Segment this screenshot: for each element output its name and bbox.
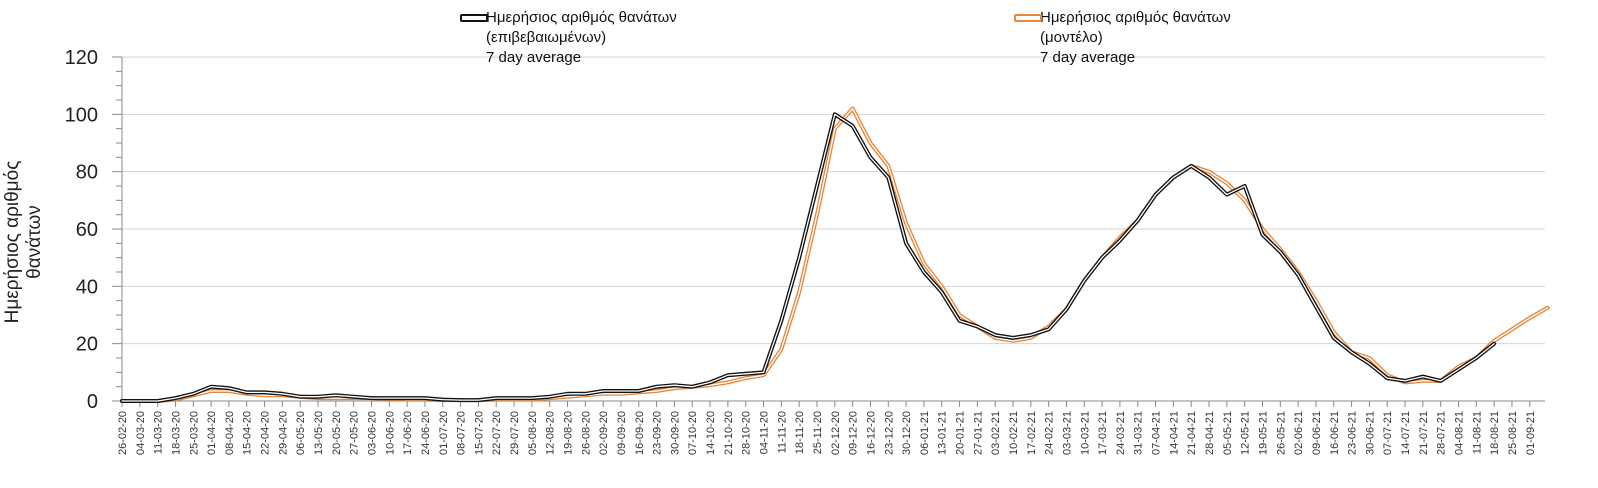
x-tick-label: 12-05-21 <box>1240 411 1252 455</box>
x-tick-label: 30-12-20 <box>901 411 913 455</box>
y-axis-label: Ημερήσιος αριθμός θανάτων <box>2 160 45 324</box>
x-tick-label: 14-04-21 <box>1168 411 1180 455</box>
x-tick-label: 03-06-20 <box>366 411 378 455</box>
x-tick-label: 17-06-20 <box>402 411 414 455</box>
series-line-core-confirmed <box>121 113 1495 402</box>
x-tick-label: 30-06-21 <box>1364 411 1376 455</box>
y-tick-label: 60 <box>76 219 98 241</box>
x-tick-label: 06-01-21 <box>919 411 931 455</box>
legend-swatch-model <box>1014 14 1042 22</box>
x-tick-label: 20-05-20 <box>331 411 343 455</box>
x-tick-label: 01-09-21 <box>1525 411 1537 455</box>
x-tick-label: 11-03-20 <box>153 411 165 454</box>
x-tick-label: 24-03-21 <box>1115 411 1127 455</box>
x-tick-label: 02-12-20 <box>830 411 842 455</box>
series-line-model <box>120 106 1550 403</box>
x-tick-label: 09-09-20 <box>616 411 628 455</box>
x-tick-label: 10-02-21 <box>1008 411 1020 455</box>
x-tick-label: 02-09-20 <box>598 411 610 455</box>
x-tick-label: 13-01-21 <box>937 411 949 455</box>
x-tick-label: 31-03-21 <box>1133 411 1145 455</box>
x-tick-label: 17-02-21 <box>1026 411 1038 455</box>
x-tick-label: 29-04-20 <box>277 411 289 455</box>
x-tick-label: 04-03-20 <box>135 411 147 455</box>
x-tick-label: 01-04-20 <box>206 411 218 455</box>
x-tick-label: 28-07-21 <box>1436 411 1448 455</box>
y-tick-label: 120 <box>65 47 98 69</box>
x-tick-label: 27-01-21 <box>972 411 984 455</box>
x-tick-label: 05-08-20 <box>527 411 539 455</box>
legend-item-model: Ημερήσιος αριθμός θανάτων (μοντέλο) 7 da… <box>1014 8 1231 68</box>
x-tick-label: 06-05-20 <box>295 411 307 455</box>
x-tick-label: 22-07-20 <box>491 411 503 455</box>
x-tick-label: 19-05-21 <box>1257 411 1269 455</box>
x-tick-label: 26-08-20 <box>580 411 592 455</box>
x-tick-label: 03-03-21 <box>1061 411 1073 455</box>
x-tick-label: 09-06-21 <box>1311 411 1323 455</box>
x-tick-label: 23-12-20 <box>883 411 895 455</box>
x-tick-label: 21-07-21 <box>1418 411 1430 455</box>
x-tick-label: 18-11-20 <box>794 411 806 454</box>
y-tick-label: 40 <box>76 276 98 298</box>
x-tick-label: 24-06-20 <box>420 411 432 455</box>
x-tick-label: 16-12-20 <box>865 411 877 455</box>
x-tick-label: 14-10-20 <box>705 411 717 455</box>
x-tick-label: 25-08-21 <box>1507 411 1519 455</box>
x-tick-label: 08-04-20 <box>224 411 236 455</box>
y-tick-label: 80 <box>76 162 98 184</box>
y-tick-label: 0 <box>87 391 98 413</box>
x-tick-label: 26-02-20 <box>117 411 129 455</box>
x-tick-label: 20-01-21 <box>955 411 967 455</box>
x-tick-label: 23-06-21 <box>1347 411 1359 455</box>
x-tick-label: 26-05-21 <box>1275 411 1287 455</box>
series-line-core-model <box>121 107 1549 402</box>
x-tick-label: 16-06-21 <box>1329 411 1341 455</box>
x-tick-label: 23-09-20 <box>652 411 664 455</box>
x-tick-label: 29-07-20 <box>509 411 521 455</box>
x-tick-label: 16-09-20 <box>634 411 646 455</box>
x-tick-label: 25-03-20 <box>188 411 200 455</box>
x-tick-label: 28-04-21 <box>1204 411 1216 455</box>
x-tick-label: 11-11-20 <box>776 411 788 453</box>
x-tick-label: 13-05-20 <box>313 411 325 455</box>
x-tick-label: 28-10-20 <box>741 411 753 455</box>
x-tick-label: 03-02-21 <box>990 411 1002 455</box>
x-tick-label: 04-11-20 <box>759 411 771 454</box>
x-tick-label: 05-05-21 <box>1222 411 1234 455</box>
x-tick-label: 01-07-20 <box>438 411 450 455</box>
x-tick-label: 12-08-20 <box>545 411 557 455</box>
legend-swatch-confirmed <box>460 14 488 22</box>
legend-item-confirmed: Ημερήσιος αριθμός θανάτων (επιβεβαιωμένω… <box>460 8 677 68</box>
x-tick-label: 18-08-21 <box>1489 411 1501 455</box>
x-tick-label: 10-03-21 <box>1079 411 1091 455</box>
x-tick-label: 17-03-21 <box>1097 411 1109 455</box>
x-tick-label: 21-10-20 <box>723 411 735 455</box>
x-tick-label: 07-04-21 <box>1151 411 1163 455</box>
x-tick-label: 19-08-20 <box>563 411 575 455</box>
y-tick-label: 100 <box>65 104 98 126</box>
x-tick-label: 14-07-21 <box>1400 411 1412 455</box>
x-tick-label: 27-05-20 <box>349 411 361 455</box>
x-tick-label: 24-02-21 <box>1044 411 1056 455</box>
x-tick-label: 07-07-21 <box>1382 411 1394 455</box>
x-tick-label: 08-07-20 <box>456 411 468 455</box>
x-tick-label: 21-04-21 <box>1186 411 1198 455</box>
x-tick-label: 07-10-20 <box>687 411 699 455</box>
x-tick-label: 18-03-20 <box>170 411 182 455</box>
legend-label-confirmed: Ημερήσιος αριθμός θανάτων (επιβεβαιωμένω… <box>486 9 677 66</box>
x-tick-label: 09-12-20 <box>848 411 860 455</box>
x-tick-label: 15-04-20 <box>242 411 254 455</box>
x-tick-label: 11-08-21 <box>1471 411 1483 454</box>
x-tick-label: 04-08-21 <box>1454 411 1466 455</box>
x-tick-label: 15-07-20 <box>473 411 485 455</box>
x-tick-label: 30-09-20 <box>669 411 681 455</box>
y-tick-label: 20 <box>76 334 98 356</box>
x-tick-label: 10-06-20 <box>384 411 396 455</box>
x-tick-label: 02-06-21 <box>1293 411 1305 455</box>
legend-label-model: Ημερήσιος αριθμός θανάτων (μοντέλο) 7 da… <box>1040 9 1231 66</box>
x-tick-label: 25-11-20 <box>812 411 824 454</box>
x-tick-label: 22-04-20 <box>260 411 272 455</box>
